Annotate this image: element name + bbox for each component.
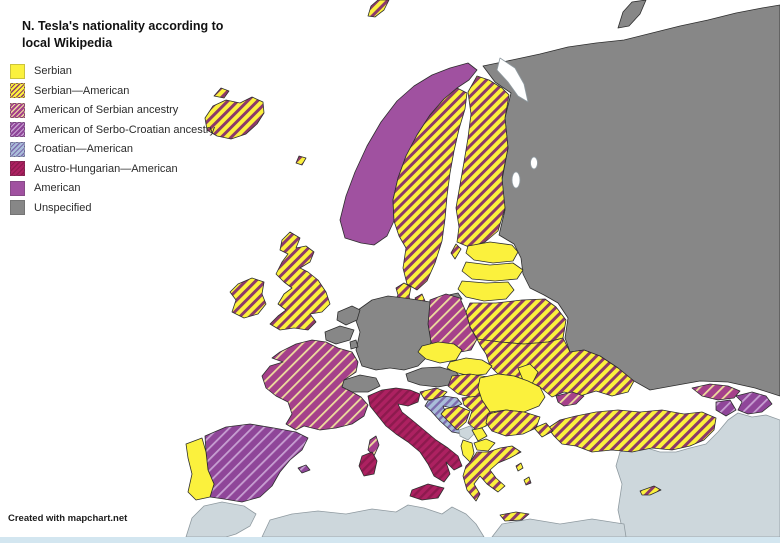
- region-aegean-1[interactable]: [515, 462, 524, 472]
- legend-item: American of Serbian ancestry: [10, 102, 245, 118]
- legend-label: Austro-Hungarian—American: [34, 162, 178, 175]
- region-sicily[interactable]: [409, 483, 445, 501]
- region-italy[interactable]: [367, 387, 463, 483]
- region-greece[interactable]: [462, 445, 522, 502]
- legend-swatch-croatian-american: [10, 141, 25, 157]
- legend-label: American: [34, 182, 81, 195]
- region-azerbaijan[interactable]: [735, 391, 773, 415]
- region-belgium[interactable]: [324, 325, 355, 345]
- region-sardinia[interactable]: [358, 451, 378, 477]
- legend-swatch-american-serbocroatian-ancestry: [10, 122, 25, 138]
- lake-ladoga: [511, 171, 521, 189]
- region-netherlands[interactable]: [336, 305, 361, 326]
- region-kosovo[interactable]: [471, 427, 488, 442]
- legend-label: Serbian: [34, 65, 72, 78]
- region-germany[interactable]: [354, 295, 432, 371]
- legend-item: American of Serbo-Croatian ancestry: [10, 122, 245, 138]
- region-bulgaria[interactable]: [485, 409, 541, 437]
- region-cyprus[interactable]: [639, 485, 662, 496]
- region-turkey-eu[interactable]: [533, 422, 554, 438]
- region-iceland[interactable]: [204, 96, 265, 140]
- region-middle-east[interactable]: [615, 412, 780, 538]
- bottom-sea-strip: [0, 537, 780, 543]
- region-north-macedonia[interactable]: [473, 438, 496, 452]
- legend-item: Unspecified: [10, 200, 245, 216]
- legend-label: American of Serbo-Croatian ancestry: [34, 123, 215, 136]
- region-armenia[interactable]: [715, 399, 737, 417]
- region-spain[interactable]: [204, 423, 309, 503]
- legend-item: Serbian: [10, 63, 245, 79]
- region-gotland[interactable]: [450, 243, 462, 260]
- legend-swatch-serbian: [10, 63, 25, 79]
- legend-item: American: [10, 180, 245, 196]
- region-finland[interactable]: [455, 75, 510, 248]
- legend: N. Tesla's nationality according to loca…: [10, 18, 245, 220]
- region-romania[interactable]: [477, 373, 546, 413]
- legend-item: Serbian—American: [10, 83, 245, 99]
- legend-label: Unspecified: [34, 201, 92, 214]
- region-balearic[interactable]: [297, 464, 311, 474]
- region-czechia[interactable]: [417, 341, 463, 364]
- region-morocco[interactable]: [185, 501, 257, 538]
- region-ireland[interactable]: [229, 277, 267, 319]
- region-luxembourg[interactable]: [349, 339, 359, 350]
- attribution-text: Created with mapchart.net: [8, 513, 128, 524]
- region-svalbard[interactable]: [367, 0, 390, 18]
- region-aegean-2[interactable]: [523, 476, 532, 486]
- legend-swatch-american-serbian-ancestry: [10, 102, 25, 118]
- legend-label: American of Serbian ancestry: [34, 104, 179, 117]
- region-novaya-zemlya[interactable]: [617, 0, 647, 29]
- region-egypt[interactable]: [491, 518, 627, 538]
- region-slovakia[interactable]: [446, 357, 493, 377]
- region-ukraine[interactable]: [476, 337, 635, 398]
- legend-label: Serbian—American: [34, 84, 130, 97]
- region-estonia[interactable]: [465, 241, 519, 264]
- map-title-line1: N. Tesla's nationality according to: [22, 19, 224, 33]
- map-title: N. Tesla's nationality according to loca…: [22, 18, 245, 52]
- legend-item: Croatian—American: [10, 141, 245, 157]
- region-france[interactable]: [261, 339, 369, 431]
- white-sea: [496, 57, 529, 103]
- legend-swatch-serbian-american: [10, 83, 25, 99]
- region-latvia[interactable]: [461, 261, 524, 282]
- legend-swatch-american: [10, 180, 25, 196]
- lake-onega: [530, 156, 538, 170]
- region-uk[interactable]: [269, 231, 331, 331]
- map-title-line2: local Wikipedia: [22, 35, 113, 50]
- region-georgia[interactable]: [691, 383, 741, 401]
- region-corsica[interactable]: [367, 435, 380, 457]
- legend-swatch-unspecified: [10, 200, 25, 216]
- region-lithuania[interactable]: [457, 280, 515, 302]
- region-portugal[interactable]: [185, 437, 215, 501]
- region-crete[interactable]: [499, 511, 530, 522]
- legend-item: Austro-Hungarian—American: [10, 161, 245, 177]
- region-turkey[interactable]: [547, 409, 717, 453]
- region-faroe[interactable]: [295, 155, 307, 166]
- region-sweden[interactable]: [392, 87, 468, 291]
- region-algeria-libya[interactable]: [261, 504, 485, 538]
- region-montenegro[interactable]: [458, 425, 477, 441]
- legend-label: Croatian—American: [34, 143, 134, 156]
- region-belarus[interactable]: [465, 298, 567, 345]
- region-bosnia[interactable]: [440, 405, 471, 431]
- region-iceland-nw[interactable]: [213, 87, 230, 99]
- legend-swatch-austro-hungarian-american: [10, 161, 25, 177]
- region-crimea[interactable]: [555, 391, 585, 407]
